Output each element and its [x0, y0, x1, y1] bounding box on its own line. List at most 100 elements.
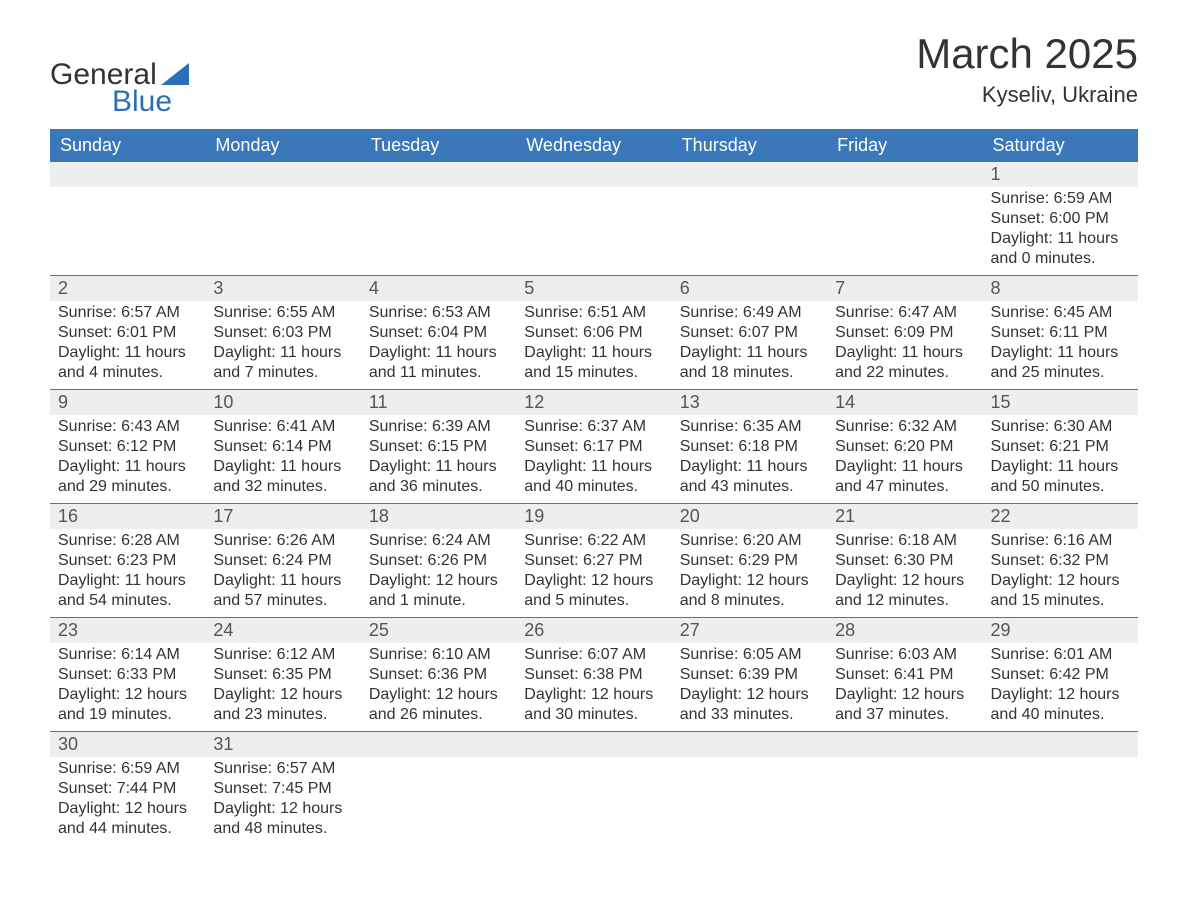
calendar-sunrise-text: Sunrise: 6:32 AM [835, 417, 974, 437]
calendar-sunset-text: Sunset: 6:14 PM [213, 437, 352, 457]
calendar-day-cell: Sunrise: 6:47 AMSunset: 6:09 PMDaylight:… [827, 301, 982, 390]
calendar-sunset-text: Sunset: 6:20 PM [835, 437, 974, 457]
calendar-dl1-text: Daylight: 11 hours [213, 343, 352, 363]
calendar-day-cell: Sunrise: 6:41 AMSunset: 6:14 PMDaylight:… [205, 415, 360, 504]
calendar-sunrise-text: Sunrise: 6:35 AM [680, 417, 819, 437]
calendar-sunset-text: Sunset: 6:29 PM [680, 551, 819, 571]
calendar-data-row: Sunrise: 6:57 AMSunset: 6:01 PMDaylight:… [50, 301, 1138, 390]
calendar-sunrise-text: Sunrise: 6:41 AM [213, 417, 352, 437]
calendar-dl2-text: and 29 minutes. [58, 477, 197, 497]
calendar-sunrise-text: Sunrise: 6:22 AM [524, 531, 663, 551]
calendar-dl1-text: Daylight: 11 hours [213, 571, 352, 591]
calendar-day-cell: Sunrise: 6:12 AMSunset: 6:35 PMDaylight:… [205, 643, 360, 732]
calendar-header-row: SundayMondayTuesdayWednesdayThursdayFrid… [50, 129, 1138, 162]
calendar-day-cell: Sunrise: 6:01 AMSunset: 6:42 PMDaylight:… [983, 643, 1138, 732]
calendar-sunset-text: Sunset: 6:32 PM [991, 551, 1130, 571]
weekday-header: Sunday [50, 129, 205, 162]
calendar-day-number [516, 732, 671, 758]
calendar-sunrise-text: Sunrise: 6:51 AM [524, 303, 663, 323]
calendar-day-number: 2 [50, 276, 205, 302]
calendar-sunset-text: Sunset: 6:00 PM [991, 209, 1130, 229]
calendar-sunset-text: Sunset: 6:01 PM [58, 323, 197, 343]
calendar-dl2-text: and 1 minute. [369, 591, 508, 611]
calendar-dl2-text: and 30 minutes. [524, 705, 663, 725]
calendar-dl1-text: Daylight: 12 hours [58, 685, 197, 705]
calendar-daynum-row: 2345678 [50, 276, 1138, 302]
calendar-day-number [205, 162, 360, 187]
calendar-sunrise-text: Sunrise: 6:28 AM [58, 531, 197, 551]
calendar-dl1-text: Daylight: 12 hours [524, 685, 663, 705]
calendar-sunrise-text: Sunrise: 6:26 AM [213, 531, 352, 551]
calendar-day-number: 11 [361, 390, 516, 416]
calendar-sunset-text: Sunset: 6:42 PM [991, 665, 1130, 685]
brand-logo: General Blue [50, 30, 189, 117]
calendar-dl1-text: Daylight: 11 hours [369, 343, 508, 363]
calendar-day-cell: Sunrise: 6:03 AMSunset: 6:41 PMDaylight:… [827, 643, 982, 732]
calendar-sunset-text: Sunset: 6:33 PM [58, 665, 197, 685]
calendar-dl1-text: Daylight: 11 hours [369, 457, 508, 477]
calendar-data-row: Sunrise: 6:59 AMSunset: 7:44 PMDaylight:… [50, 757, 1138, 845]
calendar-sunrise-text: Sunrise: 6:05 AM [680, 645, 819, 665]
calendar-dl2-text: and 22 minutes. [835, 363, 974, 383]
calendar-day-cell: Sunrise: 6:59 AMSunset: 7:44 PMDaylight:… [50, 757, 205, 845]
calendar-daynum-row: 16171819202122 [50, 504, 1138, 530]
calendar-sunset-text: Sunset: 6:06 PM [524, 323, 663, 343]
calendar-sunrise-text: Sunrise: 6:53 AM [369, 303, 508, 323]
calendar-day-cell: Sunrise: 6:32 AMSunset: 6:20 PMDaylight:… [827, 415, 982, 504]
calendar-body: 1Sunrise: 6:59 AMSunset: 6:00 PMDaylight… [50, 162, 1138, 845]
calendar-sunrise-text: Sunrise: 6:39 AM [369, 417, 508, 437]
calendar-dl2-text: and 47 minutes. [835, 477, 974, 497]
calendar-sunset-text: Sunset: 6:15 PM [369, 437, 508, 457]
calendar-day-cell [827, 187, 982, 276]
calendar-day-cell [827, 757, 982, 845]
calendar-day-cell: Sunrise: 6:59 AMSunset: 6:00 PMDaylight:… [983, 187, 1138, 276]
calendar-day-number: 5 [516, 276, 671, 302]
calendar-day-cell: Sunrise: 6:45 AMSunset: 6:11 PMDaylight:… [983, 301, 1138, 390]
calendar-sunrise-text: Sunrise: 6:49 AM [680, 303, 819, 323]
calendar-day-cell: Sunrise: 6:16 AMSunset: 6:32 PMDaylight:… [983, 529, 1138, 618]
calendar-sunrise-text: Sunrise: 6:55 AM [213, 303, 352, 323]
calendar-day-number: 30 [50, 732, 205, 758]
calendar-sunrise-text: Sunrise: 6:14 AM [58, 645, 197, 665]
calendar-sunset-text: Sunset: 6:07 PM [680, 323, 819, 343]
calendar-dl1-text: Daylight: 12 hours [680, 685, 819, 705]
calendar-sunrise-text: Sunrise: 6:10 AM [369, 645, 508, 665]
calendar-dl1-text: Daylight: 12 hours [835, 571, 974, 591]
calendar-dl1-text: Daylight: 11 hours [991, 343, 1130, 363]
calendar-sunset-text: Sunset: 6:11 PM [991, 323, 1130, 343]
calendar-sunrise-text: Sunrise: 6:20 AM [680, 531, 819, 551]
calendar-day-cell [50, 187, 205, 276]
calendar-day-number: 19 [516, 504, 671, 530]
calendar-day-number: 22 [983, 504, 1138, 530]
calendar-day-cell [361, 757, 516, 845]
calendar-day-number [50, 162, 205, 187]
calendar-day-number: 18 [361, 504, 516, 530]
calendar-day-number: 20 [672, 504, 827, 530]
calendar-day-number: 21 [827, 504, 982, 530]
calendar-day-cell: Sunrise: 6:39 AMSunset: 6:15 PMDaylight:… [361, 415, 516, 504]
header-bar: General Blue March 2025 Kyseliv, Ukraine [50, 30, 1138, 117]
calendar-day-number: 12 [516, 390, 671, 416]
calendar-sunset-text: Sunset: 6:03 PM [213, 323, 352, 343]
calendar-day-number: 26 [516, 618, 671, 644]
calendar-dl2-text: and 48 minutes. [213, 819, 352, 839]
calendar-dl1-text: Daylight: 11 hours [991, 457, 1130, 477]
calendar-sunset-text: Sunset: 6:30 PM [835, 551, 974, 571]
calendar-sunset-text: Sunset: 6:09 PM [835, 323, 974, 343]
calendar-dl1-text: Daylight: 12 hours [58, 799, 197, 819]
calendar-dl2-text: and 54 minutes. [58, 591, 197, 611]
calendar-dl2-text: and 19 minutes. [58, 705, 197, 725]
calendar-dl2-text: and 44 minutes. [58, 819, 197, 839]
calendar-sunset-text: Sunset: 6:39 PM [680, 665, 819, 685]
calendar-daynum-row: 23242526272829 [50, 618, 1138, 644]
brand-logo-text: General Blue [50, 60, 189, 117]
calendar-day-cell: Sunrise: 6:10 AMSunset: 6:36 PMDaylight:… [361, 643, 516, 732]
calendar-sunset-text: Sunset: 7:44 PM [58, 779, 197, 799]
calendar-day-number: 4 [361, 276, 516, 302]
calendar-day-number: 7 [827, 276, 982, 302]
calendar-day-cell: Sunrise: 6:28 AMSunset: 6:23 PMDaylight:… [50, 529, 205, 618]
calendar-day-number [983, 732, 1138, 758]
calendar-day-cell [516, 187, 671, 276]
calendar-sunrise-text: Sunrise: 6:57 AM [213, 759, 352, 779]
calendar-dl2-text: and 57 minutes. [213, 591, 352, 611]
